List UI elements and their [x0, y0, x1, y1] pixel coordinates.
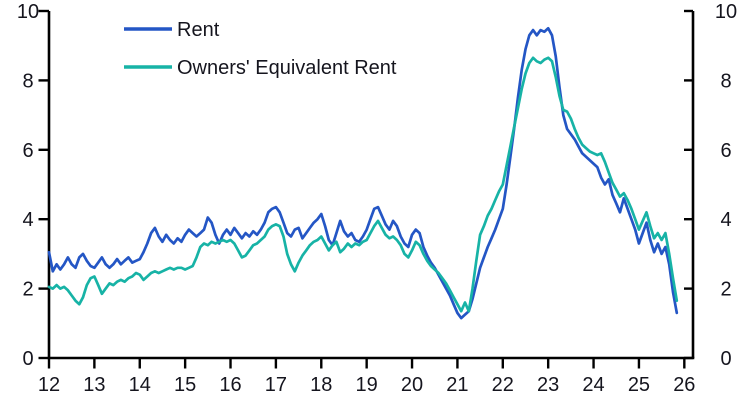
legend-label-rent: Rent: [177, 19, 220, 41]
x-axis-tick-label: 14: [129, 374, 151, 396]
x-axis-tick-label: 12: [38, 374, 60, 396]
x-axis-tick-label: 19: [356, 374, 378, 396]
x-axis-tick-label: 22: [492, 374, 514, 396]
x-axis-tick-label: 24: [582, 374, 604, 396]
y-axis-right-tick-label: 4: [720, 209, 731, 231]
y-axis-left-tick-label: 0: [22, 348, 33, 370]
x-axis-tick-label: 15: [174, 374, 196, 396]
x-axis-tick-label: 17: [265, 374, 287, 396]
y-axis-left-tick-label: 2: [22, 279, 33, 301]
x-axis-tick-label: 20: [401, 374, 423, 396]
axes: [47, 11, 695, 360]
x-axis-tick-label: 16: [219, 374, 241, 396]
y-axis-right-tick-label: 10: [715, 1, 737, 23]
data-series-lines: [47, 26, 679, 320]
y-axis-right-tick-label: 8: [720, 70, 731, 92]
y-axis-left-tick-label: 8: [22, 70, 33, 92]
legend-label-owners-equivalent-rent: Owners' Equivalent Rent: [177, 57, 397, 79]
axis-tick-labels: 12 13 14 15 16 17 18 19 20 21 22 23 24 25 260 02 24 46 68 8…: [17, 1, 737, 396]
x-axis-tick-label: 25: [628, 374, 650, 396]
y-axis-left-tick-label: 6: [22, 140, 33, 162]
owners-equivalent-rent-line: [47, 56, 679, 313]
x-axis-tick-label: 23: [537, 374, 559, 396]
legend: Rent Owners' Equivalent Rent: [124, 19, 397, 79]
y-axis-right-tick-label: 0: [720, 348, 731, 370]
y-axis-left-tick-label: 10: [17, 1, 39, 23]
x-axis-tick-label: 21: [446, 374, 468, 396]
rent-line: [47, 26, 679, 320]
y-axis-right-tick-label: 6: [720, 140, 731, 162]
x-axis-tick-label: 18: [310, 374, 332, 396]
x-axis-tick-label: 26: [673, 374, 695, 396]
y-axis-right-tick-label: 2: [720, 279, 731, 301]
axis-ticks: [38, 9, 693, 369]
y-axis-left-tick-label: 4: [22, 209, 33, 231]
x-axis-tick-label: 13: [83, 374, 105, 396]
